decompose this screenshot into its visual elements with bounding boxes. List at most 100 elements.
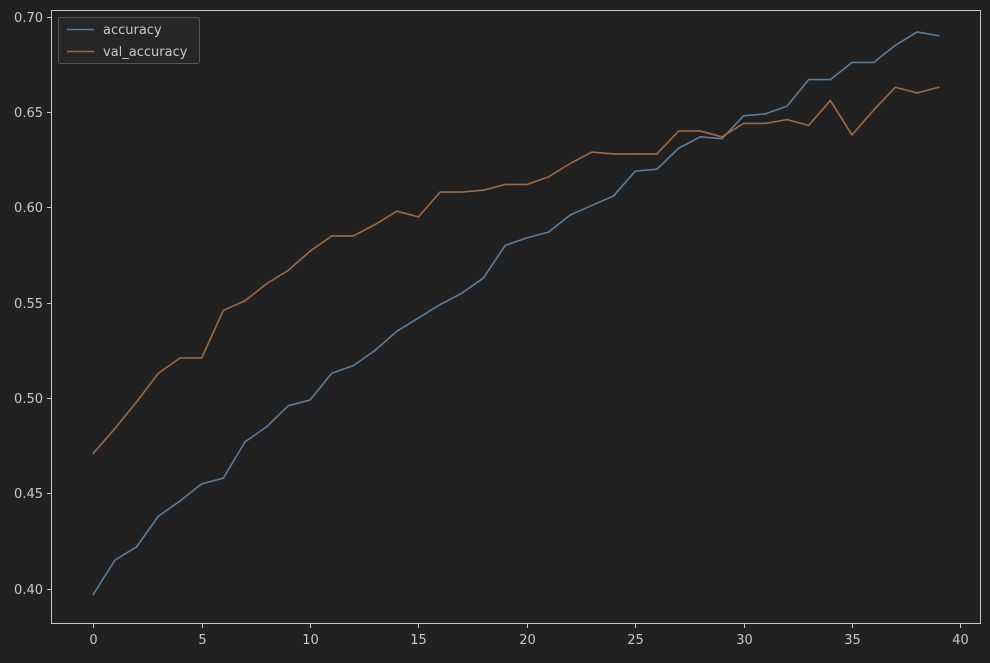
data-point	[526, 237, 528, 239]
data-point	[179, 500, 181, 502]
axes-frame	[51, 10, 981, 624]
data-point	[330, 372, 333, 375]
data-point	[352, 235, 355, 237]
legend-label: val_accuracy	[103, 45, 188, 60]
data-point	[244, 299, 246, 302]
x-tick-label: 10	[302, 633, 319, 648]
data-point	[200, 483, 203, 485]
data-point	[482, 277, 485, 279]
y-tick-label: 0.70	[14, 11, 43, 26]
x-tick-label: 0	[89, 633, 97, 648]
data-point	[634, 153, 637, 155]
data-point	[612, 153, 615, 155]
y-tick-label: 0.50	[14, 392, 43, 407]
data-point	[547, 176, 550, 178]
data-point	[764, 122, 767, 125]
data-point	[244, 441, 246, 443]
data-point	[395, 330, 398, 333]
data-point	[851, 61, 853, 64]
data-point	[439, 303, 441, 306]
data-point	[417, 317, 420, 319]
data-point	[634, 170, 637, 172]
data-point	[92, 452, 95, 455]
y-axis-ticks: 0.40 0.45 0.50 0.55 0.60 0.65 0.70	[14, 11, 51, 598]
data-point	[937, 34, 940, 37]
data-point	[547, 231, 550, 233]
x-tick-label: 30	[736, 633, 753, 648]
y-tick-label: 0.60	[14, 201, 43, 216]
data-point	[417, 216, 420, 218]
data-point	[179, 357, 181, 359]
data-point	[526, 183, 528, 186]
data-point	[222, 309, 225, 312]
data-point	[157, 515, 160, 518]
data-point	[894, 44, 897, 47]
x-tick-label: 40	[952, 633, 969, 648]
data-point	[309, 250, 311, 253]
data-point	[114, 559, 116, 561]
data-point	[287, 404, 290, 407]
data-point	[742, 115, 745, 117]
y-tick-label: 0.65	[14, 106, 43, 121]
data-point	[721, 137, 723, 140]
data-point	[265, 425, 268, 428]
data-point	[374, 223, 376, 226]
data-point	[677, 130, 680, 132]
data-point	[352, 364, 355, 367]
y-tick-label: 0.55	[14, 297, 43, 312]
data-point	[222, 477, 225, 479]
y-tick-label: 0.40	[14, 583, 43, 598]
x-tick-label: 35	[844, 633, 861, 648]
legend-entries: accuracy val_accuracy	[67, 23, 188, 60]
data-point	[807, 124, 810, 127]
data-point	[395, 210, 398, 212]
data-point	[612, 195, 615, 197]
data-point	[851, 134, 853, 136]
data-point	[504, 183, 506, 186]
data-point	[656, 153, 658, 155]
x-axis-ticks: 0 5 10 15 20 25 30 35 40	[89, 624, 969, 648]
data-point	[786, 105, 788, 108]
data-point	[894, 86, 897, 89]
data-point	[92, 593, 95, 596]
data-point	[135, 401, 138, 403]
data-point	[439, 191, 441, 193]
data-point	[656, 168, 658, 171]
series-points-accuracy	[92, 31, 940, 596]
data-point	[721, 136, 723, 138]
x-tick-label: 25	[627, 633, 644, 648]
data-point	[569, 214, 571, 216]
data-point	[742, 122, 745, 125]
data-point	[265, 282, 268, 285]
data-point	[569, 162, 571, 165]
x-tick-label: 5	[198, 633, 206, 648]
series-layer	[92, 31, 940, 596]
series-points-val-accuracy	[92, 86, 940, 455]
data-point	[114, 427, 116, 430]
data-point	[937, 86, 940, 89]
series-line-val-accuracy	[92, 86, 940, 455]
data-point	[807, 78, 810, 81]
data-point	[200, 357, 203, 359]
data-point	[482, 189, 485, 191]
data-point	[591, 151, 593, 153]
data-point	[829, 78, 832, 81]
legend: accuracy val_accuracy	[58, 17, 200, 64]
data-point	[764, 113, 767, 115]
data-point	[699, 136, 702, 138]
data-point	[374, 349, 376, 352]
data-point	[309, 399, 311, 401]
data-point	[829, 99, 832, 102]
data-point	[872, 61, 875, 64]
series-line-accuracy	[92, 31, 940, 596]
data-point	[916, 31, 918, 33]
data-point	[157, 372, 160, 375]
data-point	[591, 204, 593, 207]
y-tick-label: 0.45	[14, 487, 43, 502]
data-point	[461, 292, 463, 294]
data-point	[504, 244, 506, 247]
x-tick-label: 20	[519, 633, 536, 648]
